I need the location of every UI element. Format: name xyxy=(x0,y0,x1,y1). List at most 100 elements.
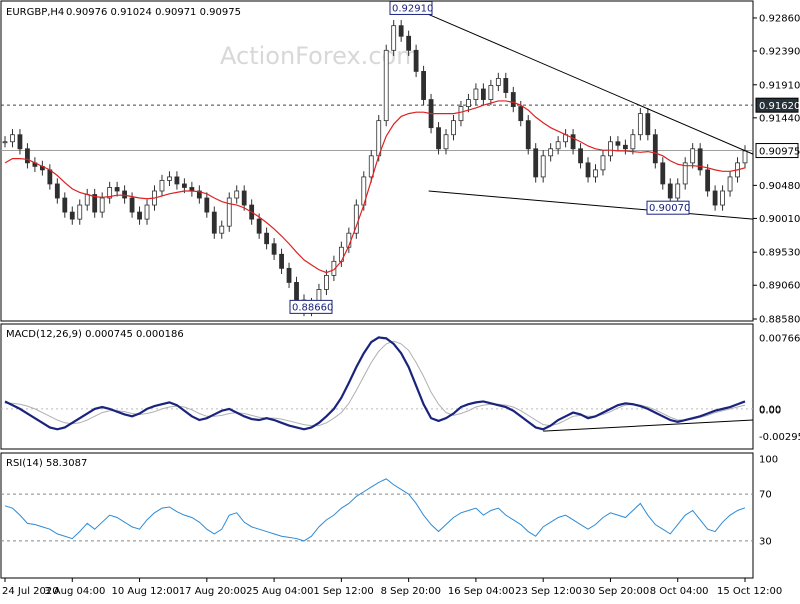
x-tick-label: 10 Aug 12:00 xyxy=(112,586,179,597)
rsi-line xyxy=(4,478,746,542)
macd-panel-frame xyxy=(0,323,754,450)
candle-body xyxy=(279,253,284,269)
candle-body xyxy=(196,190,202,199)
price-tick-label: 0.90010 xyxy=(759,214,800,225)
candle-body xyxy=(107,187,113,199)
candle-body xyxy=(593,169,598,178)
price-tick-label: 0.89530 xyxy=(759,248,800,259)
candle-body xyxy=(600,155,606,171)
x-tick-label: 8 Oct 04:00 xyxy=(650,586,709,597)
rsi-tick-label: 30 xyxy=(759,536,772,547)
candle-body xyxy=(548,148,554,157)
candle-body xyxy=(712,190,718,206)
price-annotation-label: 0.92910 xyxy=(392,3,433,14)
x-tick-label: 15 Oct 12:00 xyxy=(717,586,782,597)
candle-body xyxy=(540,155,546,178)
price-tick-label: 0.91910 xyxy=(759,80,800,91)
rsi-tick-label: 100 xyxy=(759,455,778,466)
rsi-panel-frame xyxy=(0,452,754,579)
x-tick-label: 3 Aug 04:00 xyxy=(44,586,105,597)
macd-title: MACD(12,26,9) 0.000745 0.000186 xyxy=(6,329,184,340)
price-series-layer: 0.92910 0.88660 0.90070 xyxy=(1,0,754,317)
candle-body xyxy=(54,183,60,199)
candle-body xyxy=(652,134,658,164)
price-tick-label: 0.92860 xyxy=(759,13,800,24)
candle-body xyxy=(608,141,613,157)
candle-body xyxy=(286,267,292,283)
candle-body xyxy=(137,211,142,220)
candle-body xyxy=(406,35,412,51)
candle-body xyxy=(368,155,374,178)
candle-body xyxy=(637,113,643,136)
candle-body xyxy=(114,187,120,192)
rsi-title: RSI(14) 58.3087 xyxy=(6,458,87,469)
candle-body xyxy=(17,134,23,150)
candle-body xyxy=(271,243,277,255)
price-annotation-label: 0.90070 xyxy=(649,203,690,214)
price-level-box xyxy=(755,143,799,159)
price-annotation-box xyxy=(289,299,333,314)
price-annotation-box xyxy=(646,200,690,215)
price-level-label: 0.91620 xyxy=(759,101,800,112)
price-trendline xyxy=(428,190,754,220)
price-tick-label: 0.89060 xyxy=(759,281,800,292)
candle-body xyxy=(480,88,486,100)
price-tick-label: 0.91440 xyxy=(759,113,800,124)
price-tick-label: 0.90480 xyxy=(759,181,800,192)
candle-body xyxy=(84,194,90,206)
price-panel-frame xyxy=(0,0,754,322)
price-trendline xyxy=(428,13,754,155)
price-annotation-label: 0.88660 xyxy=(292,302,333,313)
candle-body xyxy=(667,183,673,199)
candle-body xyxy=(451,120,456,136)
rsi-tick-label: 70 xyxy=(759,490,772,501)
candle-body xyxy=(211,211,217,234)
candle-body xyxy=(204,197,210,213)
candle-body xyxy=(62,197,68,213)
candle-body xyxy=(144,204,150,220)
candle-body xyxy=(518,106,524,122)
candle-body xyxy=(570,134,576,150)
watermark: ActionForex.com xyxy=(220,42,420,70)
candle-body xyxy=(473,88,479,100)
candle-body xyxy=(727,176,733,192)
candle-body xyxy=(413,49,419,72)
x-tick-label: 1 Sep 12:00 xyxy=(313,586,373,597)
macd-tick-label: 0.00 xyxy=(759,405,781,416)
x-tick-label: 24 Jul 2020 xyxy=(2,586,59,597)
candle-body xyxy=(436,127,441,150)
candle-body xyxy=(398,25,404,37)
candle-body xyxy=(466,99,471,107)
price-annotation-box xyxy=(389,0,433,15)
candle-body xyxy=(630,134,636,150)
candle-body xyxy=(623,144,628,150)
candle-body xyxy=(533,148,539,178)
price-tick-label: 0.88580 xyxy=(759,315,800,326)
rsi-series-layer xyxy=(1,478,753,542)
candle-body xyxy=(25,148,30,164)
candle-body xyxy=(174,176,180,185)
candle-body xyxy=(458,106,464,122)
candle-body xyxy=(2,141,8,144)
candle-body xyxy=(69,211,75,220)
macd-tick-label: -0.002952 xyxy=(759,432,800,443)
candle-body xyxy=(705,169,711,192)
candle-body xyxy=(742,150,748,164)
candle-body xyxy=(122,190,127,199)
candle-body xyxy=(219,225,225,234)
moving-average-line xyxy=(4,100,746,274)
price-tick-label: 0.92390 xyxy=(759,47,800,58)
axis-layer: 0.92860 0.92390 0.91910 0.91440 0.90480 0.900… xyxy=(2,13,800,597)
candle-body xyxy=(159,180,165,192)
candle-body xyxy=(92,194,98,213)
candle-body xyxy=(241,190,247,206)
candle-body xyxy=(525,120,531,150)
candle-body xyxy=(264,232,270,245)
candle-body xyxy=(675,183,681,199)
macd-tick-label: 0.007663 xyxy=(759,333,800,344)
price-level-box xyxy=(755,97,799,113)
candle-body xyxy=(503,78,509,93)
x-tick-label: 17 Aug 20:00 xyxy=(179,586,246,597)
candle-body xyxy=(77,204,83,220)
